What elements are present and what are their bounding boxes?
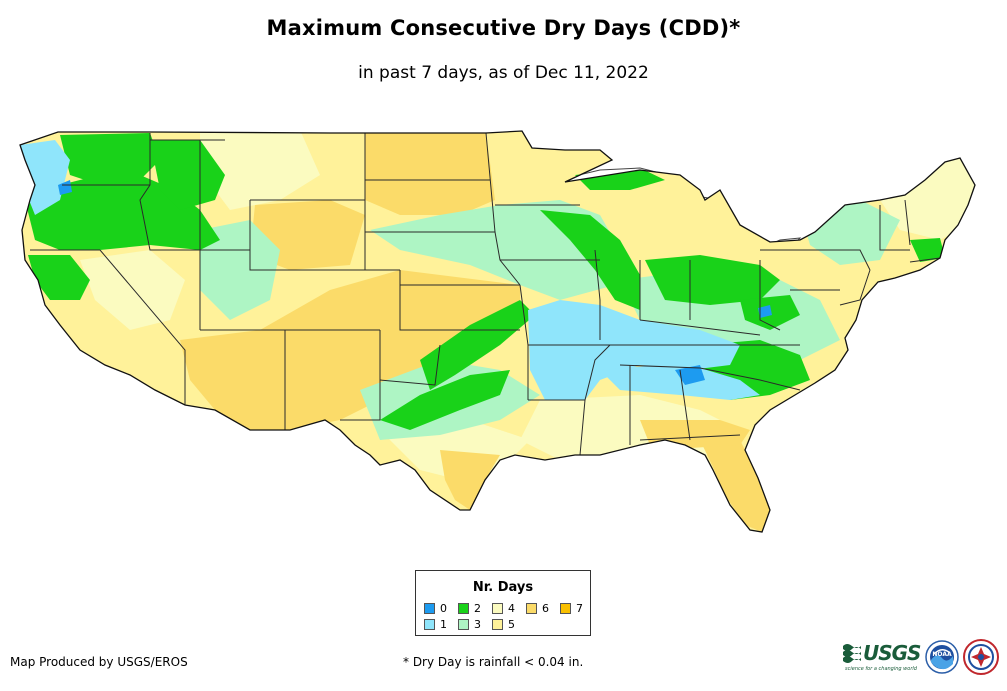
dry-day-footnote: * Dry Day is rainfall < 0.04 in. xyxy=(403,655,584,669)
map-credit: Map Produced by USGS/EROS xyxy=(10,655,188,669)
region-4-days-nevada xyxy=(80,250,185,330)
legend-item-2: 2 xyxy=(458,603,481,615)
region-3-days-rockies xyxy=(200,220,280,320)
region-2-days-california xyxy=(28,255,90,300)
legend-item-1: 1 xyxy=(424,619,447,631)
noaa-logo: NOAA xyxy=(925,640,959,674)
legend-swatch-0 xyxy=(424,603,435,614)
usgs-tagline: science for a changing world xyxy=(845,666,917,672)
region-2-days-idaho xyxy=(60,133,160,185)
state-boundaries xyxy=(30,132,941,456)
legend-label-6: 6 xyxy=(542,602,549,615)
legend-swatch-2 xyxy=(458,603,469,614)
usgs-logo: USGS science for a changing world xyxy=(843,640,921,676)
legend-label-4: 4 xyxy=(508,602,515,615)
legend-item-5: 5 xyxy=(492,619,515,631)
legend-title: Nr. Days xyxy=(472,580,534,595)
legend-label-1: 1 xyxy=(440,618,447,631)
legend-swatch-3 xyxy=(458,619,469,630)
noaa-text: NOAA xyxy=(932,651,952,658)
map-subtitle: in past 7 days, as of Dec 11, 2022 xyxy=(358,63,649,83)
region-1-day-tennessee xyxy=(600,365,760,400)
region-4-days-north xyxy=(200,131,320,210)
region-6-days-southwest xyxy=(180,270,520,430)
nws-logo xyxy=(963,639,999,675)
legend-swatch-1 xyxy=(424,619,435,630)
legend-item-6: 6 xyxy=(526,603,549,615)
legend: Nr. Days 0 1 2 3 4 5 6 7 xyxy=(415,570,591,636)
us-dry-days-map xyxy=(19,130,976,533)
region-2-days-band-sw xyxy=(420,300,535,390)
us-outline xyxy=(19,130,976,533)
region-2-days-ohio xyxy=(645,255,780,305)
legend-label-7: 7 xyxy=(576,602,583,615)
legend-swatch-5 xyxy=(492,619,503,630)
region-2-days-band-tx xyxy=(380,370,510,430)
region-2-days-new-england xyxy=(910,238,945,262)
usgs-wordmark: USGS xyxy=(863,641,921,665)
legend-item-7: 7 xyxy=(560,603,583,615)
region-6-days-plains xyxy=(365,133,495,215)
region-6-days-gulf xyxy=(440,450,500,510)
region-1-day-washington xyxy=(20,140,70,215)
legend-swatch-4 xyxy=(492,603,503,614)
region-1-day-arkansas xyxy=(528,300,740,400)
legend-label-5: 5 xyxy=(508,618,515,631)
region-2-days-montana xyxy=(150,140,225,210)
region-6-days-florida xyxy=(700,440,770,532)
region-0-days-spot xyxy=(675,365,705,385)
legend-item-4: 4 xyxy=(492,603,515,615)
legend-label-2: 2 xyxy=(474,602,481,615)
legend-swatch-6 xyxy=(526,603,537,614)
legend-swatch-7 xyxy=(560,603,571,614)
region-0-days-spot-3 xyxy=(758,305,772,318)
legend-item-3: 3 xyxy=(458,619,481,631)
legend-label-3: 3 xyxy=(474,618,481,631)
map-title: Maximum Consecutive Dry Days (CDD)* xyxy=(266,16,741,40)
legend-item-0: 0 xyxy=(424,603,447,615)
legend-label-0: 0 xyxy=(440,602,447,615)
region-0-days-spot-2 xyxy=(58,180,72,195)
usgs-wave-icon xyxy=(843,644,861,663)
